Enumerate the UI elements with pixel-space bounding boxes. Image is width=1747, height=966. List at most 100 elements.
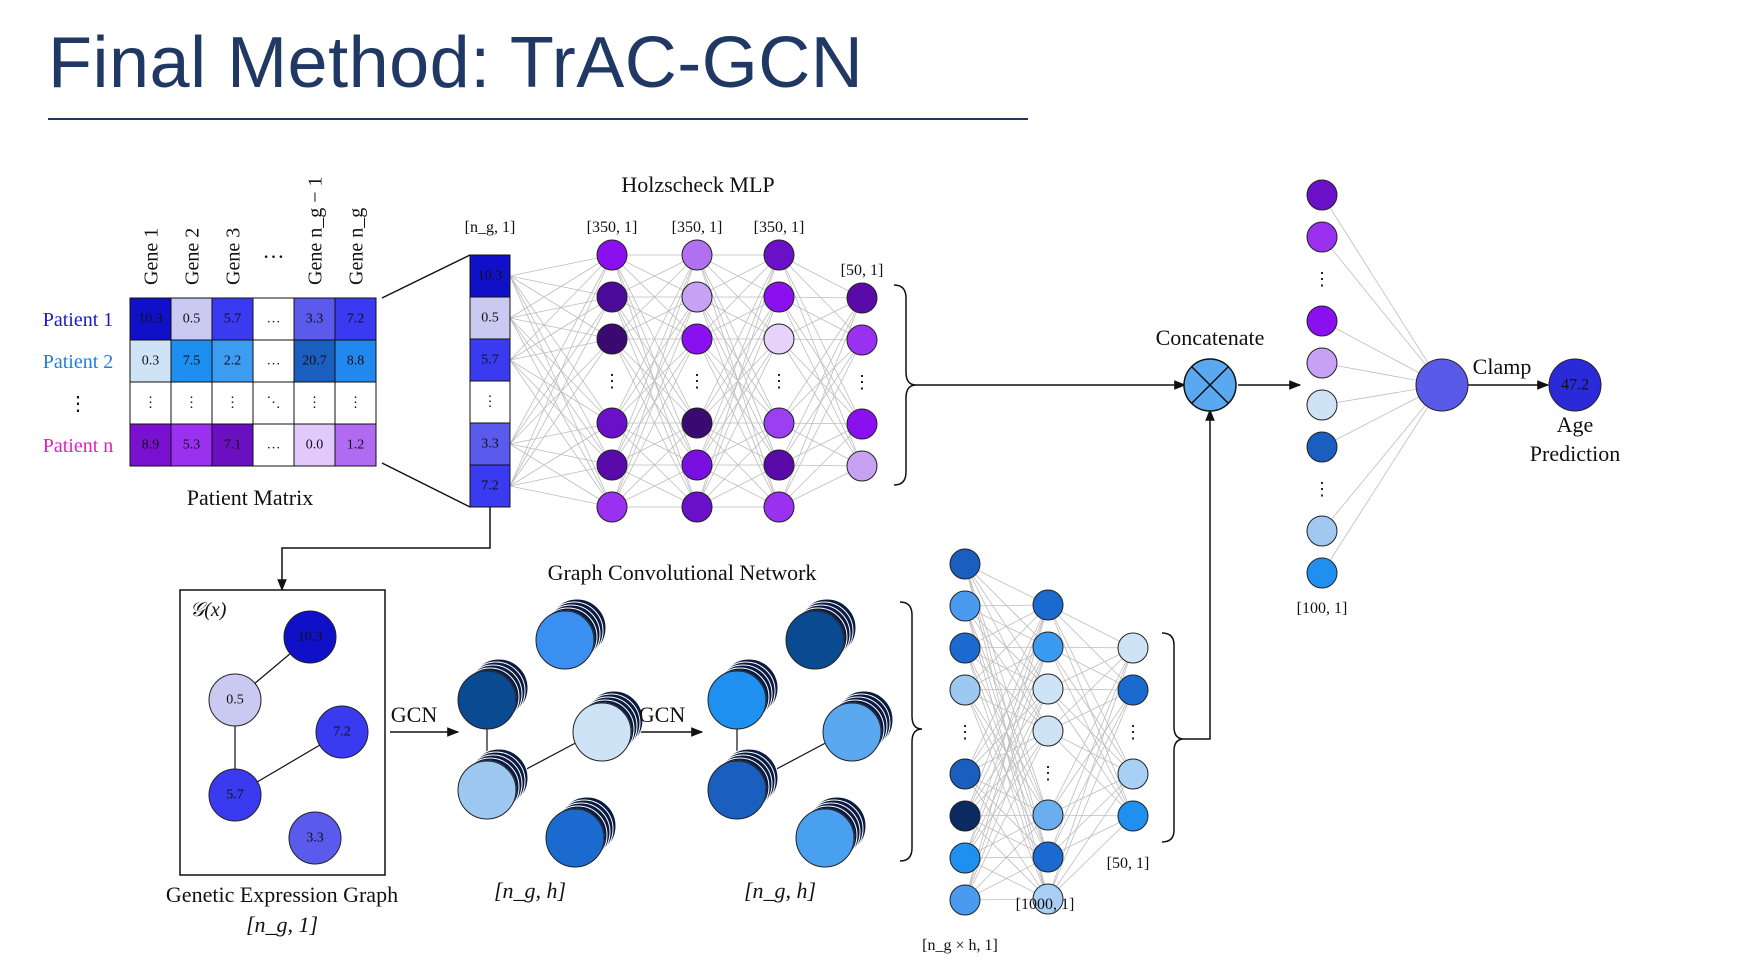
matrix-cell-value: 8.9 xyxy=(142,438,160,453)
network-edge xyxy=(964,604,1049,775)
matrix-column-header: Gene n_g − 1 xyxy=(305,177,327,285)
mlp-neuron xyxy=(846,282,878,314)
matrix-cell-value: ⋱ xyxy=(267,396,281,411)
mlp-neuron xyxy=(681,239,713,271)
matrix-cell xyxy=(211,381,254,425)
network-edge xyxy=(696,254,780,424)
input-vector-value: 7.2 xyxy=(481,479,499,494)
mlp-title: Holzscheck MLP xyxy=(621,172,774,197)
matrix-cell-value: … xyxy=(267,354,281,369)
input-vector-value: 3.3 xyxy=(481,437,499,452)
network-nodes: Gene 1 Gene 2 Gene 3 … Gene n_g − 1 Gene n_g P… xyxy=(43,177,1602,916)
matrix-cell xyxy=(211,339,254,383)
matrix-cell xyxy=(334,381,377,425)
combined-neuron xyxy=(1306,557,1338,589)
mlp-neuron xyxy=(596,323,628,355)
gcn-mlp-neuron xyxy=(949,758,981,790)
matrix-cell xyxy=(293,381,336,425)
gcn-mlp-neuron xyxy=(949,884,981,916)
matrix-column-header: Gene 3 xyxy=(223,228,245,285)
gcn-mlp-neuron xyxy=(1032,673,1064,705)
slide-title: Final Method: TrAC-GCN xyxy=(48,23,864,103)
matrix-cell-value: 10.3 xyxy=(138,312,163,327)
graph-node xyxy=(208,673,262,727)
network-edge xyxy=(778,297,863,466)
network-edge xyxy=(696,422,780,508)
gcn-stage2-dim: [n_g, h] xyxy=(744,878,816,903)
network-edge xyxy=(778,339,863,508)
gcn-mlp-neuron xyxy=(1117,632,1149,664)
network-edge xyxy=(1047,647,1134,690)
graph-caption: Genetic Expression Graph xyxy=(166,882,398,907)
input-vector-value: 5.7 xyxy=(481,353,499,368)
mlp-neuron xyxy=(681,323,713,355)
matrix-cell-value: 2.2 xyxy=(224,354,242,369)
combined-dim: [100, 1] xyxy=(1297,600,1348,617)
gcn-node xyxy=(457,760,517,820)
matrix-column-header: … xyxy=(263,238,285,263)
network-edge xyxy=(509,254,613,319)
matrix-cell xyxy=(252,381,295,425)
matrix-cell xyxy=(334,339,377,383)
network-edge xyxy=(611,254,698,340)
mlp-neuron xyxy=(681,491,713,523)
network-edge xyxy=(611,296,698,508)
matrix-cell-value: ⋮ xyxy=(185,396,199,411)
network-edge xyxy=(696,338,780,508)
combined-neuron xyxy=(1306,431,1338,463)
age-output-neuron xyxy=(1548,358,1602,412)
matrix-cell-value: 8.8 xyxy=(347,354,365,369)
network-edge xyxy=(1047,773,1134,858)
gcn-flatten-brace xyxy=(899,601,923,862)
network-edge xyxy=(1047,604,1134,649)
network-edge xyxy=(964,730,1049,901)
network-edge xyxy=(1321,384,1443,574)
ellipsis: ⋮ xyxy=(603,371,621,391)
gcn-mlp-neuron xyxy=(1117,758,1149,790)
matrix-column-header: Gene 1 xyxy=(141,228,163,285)
gcn-mlp-neuron xyxy=(1117,800,1149,832)
gcn-node xyxy=(822,702,882,762)
gcn-mlp-neuron xyxy=(949,548,981,580)
mlp-neuron xyxy=(681,407,713,439)
network-edge xyxy=(509,296,613,361)
gcn-node xyxy=(572,702,632,762)
gcn-mlp-neuron xyxy=(949,674,981,706)
ellipsis: ⋮ xyxy=(1039,763,1057,783)
gcn-mlp-neuron xyxy=(1117,674,1149,706)
mlp-layer-dim: [350, 1] xyxy=(587,219,638,236)
matrix-cell xyxy=(334,297,377,341)
matrix-cell xyxy=(129,339,172,383)
gcn-node xyxy=(535,610,595,670)
network-edge xyxy=(964,604,1049,901)
gcn-node xyxy=(795,808,855,868)
input-vector-dim: [n_g, 1] xyxy=(465,219,516,236)
network-edge xyxy=(964,604,1049,649)
network-edge xyxy=(611,254,698,466)
input-vector-cell xyxy=(469,338,511,382)
matrix-cell-value: 0.5 xyxy=(183,312,201,327)
combined-neuron xyxy=(1306,347,1338,379)
input-vector-value: 0.5 xyxy=(481,311,499,326)
matrix-cell-value: ⋮ xyxy=(308,396,322,411)
network-edge xyxy=(509,254,613,277)
gcn-stage1-dim: [n_g, h] xyxy=(494,878,566,903)
combined-neuron xyxy=(1306,305,1338,337)
matrix-row-label: Patient 1 xyxy=(43,309,114,331)
graph-node xyxy=(283,610,337,664)
output-hidden-neuron xyxy=(1415,358,1469,412)
combined-neuron xyxy=(1306,389,1338,421)
network-edge xyxy=(1321,194,1443,386)
network-edge xyxy=(778,423,863,508)
mlp-layer-dim: [50, 1] xyxy=(841,262,884,279)
network-edge xyxy=(1321,236,1443,386)
clamp-label: Clamp xyxy=(1473,354,1532,379)
network-edge xyxy=(1047,647,1134,816)
gcn-node xyxy=(457,670,517,730)
concat-label: Concatenate xyxy=(1156,325,1265,350)
network-edge xyxy=(509,338,613,487)
gcn-mlp-neuron xyxy=(1032,841,1064,873)
gcn-mlp-input-dim: [n_g × h, 1] xyxy=(922,937,998,954)
matrix-cell-value: ⋮ xyxy=(226,396,240,411)
